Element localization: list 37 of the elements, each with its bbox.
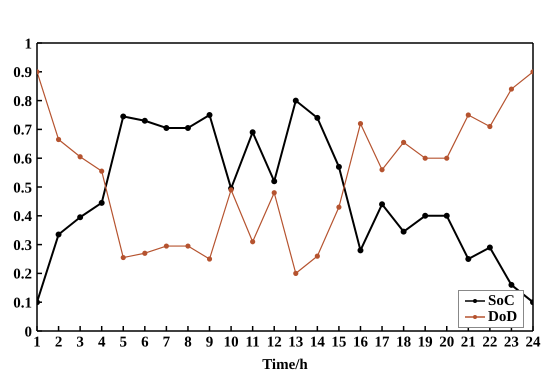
x-tick-label: 11: [246, 334, 260, 351]
x-tick-label: 20: [439, 334, 454, 351]
x-tick-label: 2: [54, 334, 62, 351]
x-tick-label: 13: [288, 334, 304, 351]
x-tick-label: 22: [482, 334, 498, 351]
x-tick-label: 8: [184, 334, 192, 351]
x-tick-label: 9: [206, 334, 214, 351]
x-tick-label: 12: [266, 334, 282, 351]
y-tick-label: 0.5: [13, 180, 32, 196]
x-tick-label: 17: [374, 334, 390, 351]
x-tick-label: 24: [526, 334, 541, 351]
x-tick-label: 7: [162, 334, 171, 351]
x-tick-label: 5: [120, 334, 128, 351]
legend-label: DoD: [488, 309, 518, 325]
y-tick-label: 0.4: [13, 209, 32, 226]
legend-label: SoC: [488, 293, 515, 309]
x-tick-label: 19: [418, 334, 433, 351]
x-tick-label: 23: [504, 334, 519, 351]
y-tick-label: 0.6: [13, 152, 32, 168]
x-tick-label: 21: [460, 334, 476, 351]
x-tick-label: 10: [224, 334, 239, 351]
y-tick-label: 0.1: [13, 296, 32, 312]
y-tick-label: 0: [24, 324, 32, 340]
x-tick-label: 4: [98, 334, 106, 351]
x-tick-label: 14: [310, 334, 326, 351]
x-tick-label: 6: [141, 334, 150, 351]
x-tick-label: 3: [76, 334, 84, 351]
y-tick-label: 0.8: [13, 94, 32, 110]
y-tick-label: 0.3: [13, 238, 32, 254]
x-tick-label: 16: [352, 334, 368, 351]
y-tick-label: 1: [24, 36, 32, 52]
y-tick-label: 0.7: [13, 122, 32, 139]
x-tick-label: 15: [331, 334, 346, 351]
y-tick-label: 0.2: [13, 266, 32, 283]
y-tick-label: 0.9: [13, 65, 32, 82]
x-axis-title: Time/h: [262, 357, 308, 371]
x-tick-label: 18: [396, 334, 412, 351]
